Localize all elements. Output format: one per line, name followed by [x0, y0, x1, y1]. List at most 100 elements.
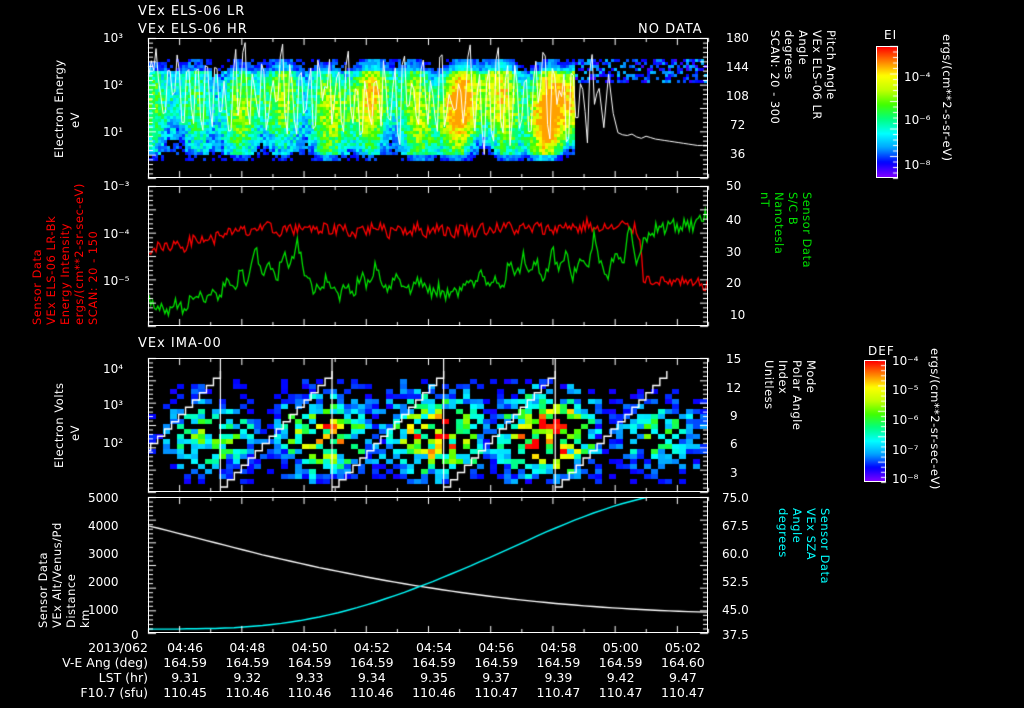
panel3-ytick-0: 10⁴	[103, 362, 124, 376]
footer-lst-4: 9.35	[420, 670, 448, 685]
panel1-rtick-4: 36	[730, 147, 746, 161]
panel-ima-spectrogram[interactable]	[148, 358, 708, 492]
footer-lst-0: 9.31	[171, 670, 200, 685]
footer-lst-6: 9.39	[544, 670, 573, 685]
panel1-ytick-1: 10²	[103, 78, 124, 92]
panel1-left-axis-name: Electron Energy	[52, 59, 66, 158]
altitude-sza-canvas[interactable]	[149, 498, 707, 632]
footer-time-6: 04:58	[540, 640, 577, 655]
footer-ve-ang-4: 164.59	[412, 655, 456, 670]
panel2-rtick-1: 40	[726, 213, 742, 227]
ima-spectrogram-canvas[interactable]	[149, 359, 707, 491]
ei-colorbar-units: ergs/(cm**2-s-sr-eV)	[940, 34, 954, 162]
panel1-title-hr: VEx ELS-06 HR	[138, 22, 248, 37]
footer-label-ve-ang: V-E Ang (deg)	[62, 655, 148, 670]
panel2-rtick-3: 20	[726, 276, 742, 290]
panel2-rtick-4: 10	[730, 308, 746, 322]
panel4-right-axis-name: Sensor Data VEx SZA Angle degrees	[776, 508, 832, 585]
ei-colorbar	[876, 46, 898, 178]
panel3-left-axis-name: Electron Volts	[52, 382, 66, 469]
panel4-ytick-1: 4000	[88, 519, 119, 533]
panel2-ytick-0: 10⁻³	[103, 179, 130, 193]
def-cb-tick-3: 10⁻⁷	[892, 443, 919, 457]
footer-time-8: 05:02	[664, 640, 701, 655]
panel3-title: VEx IMA-00	[138, 336, 222, 351]
panel1-title-lr: VEx ELS-06 LR	[138, 4, 246, 19]
ei-cb-tick-0: 10⁻⁴	[904, 70, 931, 84]
panel1-rtick-3: 72	[730, 118, 746, 132]
panel1-rtick-2: 108	[726, 89, 749, 103]
footer-ve-ang-1: 164.59	[225, 655, 270, 670]
panel3-rtick-4: 3	[730, 466, 738, 480]
def-colorbar-title: DEF	[868, 344, 895, 358]
panel3-rtick-0: 15	[726, 352, 742, 366]
panel4-ytick-0: 5000	[88, 491, 119, 505]
panel4-ytick-4: 1000	[88, 603, 119, 617]
panel4-rtick-2: 60.0	[722, 547, 749, 561]
footer-f107-5: 110.47	[474, 685, 519, 700]
panel4-ytick-2: 3000	[88, 547, 119, 561]
footer-f107-2: 110.46	[287, 685, 332, 700]
panel-energy-intensity-bfield[interactable]	[148, 186, 708, 326]
def-cb-tick-1: 10⁻⁵	[892, 383, 919, 397]
panel1-rtick-0: 180	[726, 31, 749, 45]
def-colorbar-units: ergs/(cm**2-sr-sec-eV)	[928, 348, 942, 490]
panel4-rtick-1: 67.5	[722, 519, 749, 533]
footer-time-0: 04:46	[167, 640, 204, 655]
footer-f107-4: 110.46	[412, 685, 456, 700]
panel3-right-axis-name: Mode Polar Angle Index Unitless	[762, 360, 818, 431]
panel1-ytick-2: 10¹	[103, 125, 124, 139]
footer-ve-ang-2: 164.59	[287, 655, 332, 670]
footer-ve-ang-6: 164.59	[536, 655, 581, 670]
panel4-left-axis-name: Sensor Data VEx Alt/Venus/Pd Distance km	[36, 522, 92, 628]
footer-row-time: 2013/062 04:46 04:48 04:50 04:52 04:54 0…	[14, 640, 714, 655]
footer-table: 2013/062 04:46 04:48 04:50 04:52 04:54 0…	[14, 640, 714, 700]
panel4-rtick-3: 52.5	[722, 575, 749, 589]
energy-intensity-bfield-canvas[interactable]	[149, 187, 707, 325]
def-colorbar	[864, 360, 886, 482]
els-spectrogram-canvas[interactable]	[149, 39, 707, 177]
footer-lst-8: 9.47	[668, 670, 697, 685]
panel2-rtick-0: 50	[726, 179, 742, 193]
panel2-ytick-1: 10⁻⁴	[103, 227, 130, 241]
panel1-left-axis-units: eV	[68, 112, 82, 128]
footer-lst-1: 9.32	[233, 670, 262, 685]
footer-row-ve-ang: V-E Ang (deg) 164.59 164.59 164.59 164.5…	[14, 655, 714, 670]
footer-ve-ang-5: 164.59	[474, 655, 519, 670]
footer-row-f107: F10.7 (sfu) 110.45 110.46 110.46 110.46 …	[14, 685, 714, 700]
footer-f107-8: 110.47	[661, 685, 705, 700]
footer-time-7: 05:00	[602, 640, 639, 655]
footer-time-1: 04:48	[229, 640, 266, 655]
footer-lst-3: 9.34	[357, 670, 386, 685]
ei-cb-tick-1: 10⁻⁶	[904, 113, 931, 127]
footer-ve-ang-3: 164.59	[349, 655, 394, 670]
panel1-ytick-0: 10³	[103, 31, 124, 45]
panel4-rtick-4: 45.0	[722, 603, 749, 617]
panel-els-spectrogram[interactable]	[148, 38, 708, 178]
footer-f107-7: 110.47	[598, 685, 643, 700]
panel-altitude-sza[interactable]	[148, 497, 708, 633]
footer-time-4: 04:54	[415, 640, 452, 655]
panel3-ytick-2: 10²	[103, 436, 124, 450]
panel3-ytick-1: 10³	[103, 398, 124, 412]
footer-label-lst: LST (hr)	[98, 670, 148, 685]
footer-f107-0: 110.45	[163, 685, 207, 700]
footer-f107-1: 110.46	[225, 685, 270, 700]
footer-f107-6: 110.47	[536, 685, 581, 700]
panel4-rtick-0: 75.0	[722, 491, 749, 505]
panel3-rtick-1: 12	[726, 381, 742, 395]
footer-f107-3: 110.46	[349, 685, 394, 700]
footer-time-2: 04:50	[291, 640, 328, 655]
panel4-ytick-3: 2000	[88, 575, 119, 589]
panel1-right-axis-name: Pitch Angle VEx ELS-06 LR Angle degrees …	[768, 30, 838, 125]
footer-row-lst: LST (hr) 9.31 9.32 9.33 9.34 9.35 9.37 9…	[14, 670, 714, 685]
footer-lst-5: 9.37	[482, 670, 511, 685]
panel2-ytick-2: 10⁻⁵	[103, 274, 130, 288]
panel3-rtick-3: 6	[730, 437, 738, 451]
footer-ve-ang-7: 164.59	[598, 655, 643, 670]
footer-ve-ang-0: 164.59	[163, 655, 207, 670]
footer-lst-7: 9.42	[606, 670, 635, 685]
panel2-right-axis-name: Sensor Data S/C B Nanotesla nT	[758, 192, 814, 269]
panel3-left-axis-units: eV	[68, 425, 82, 441]
